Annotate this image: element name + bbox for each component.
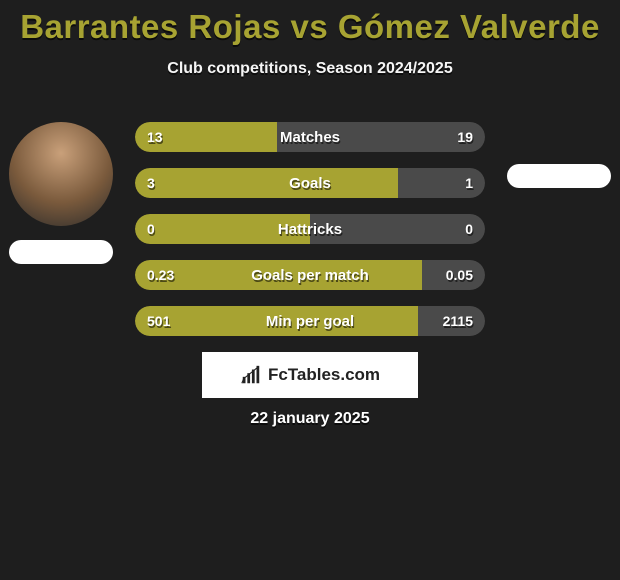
branding-text: FcTables.com: [268, 365, 380, 385]
stat-label: Goals: [135, 168, 485, 198]
date-text: 22 january 2025: [0, 410, 620, 428]
stat-row: 1319Matches: [135, 122, 485, 152]
stat-label: Matches: [135, 122, 485, 152]
stat-label: Hattricks: [135, 214, 485, 244]
stats-container: 1319Matches 31Goals 00Hattricks 0.230.05Goa…: [135, 122, 485, 352]
avatar: [9, 122, 113, 226]
subtitle: Club competitions, Season 2024/2025: [0, 60, 620, 78]
stat-label: Min per goal: [135, 306, 485, 336]
stat-row: 0.230.05Goals per match: [135, 260, 485, 290]
player-name-pill: [9, 240, 113, 264]
stat-row: 31Goals: [135, 168, 485, 198]
stat-row: 5012115Min per goal: [135, 306, 485, 336]
stat-row: 00Hattricks: [135, 214, 485, 244]
player-right-panel: [504, 122, 614, 188]
page-title: Barrantes Rojas vs Gómez Valverde: [0, 0, 620, 46]
stat-label: Goals per match: [135, 260, 485, 290]
bar-chart-icon: [240, 364, 262, 386]
player-left-panel: [6, 122, 116, 264]
player-name-pill: [507, 164, 611, 188]
branding-badge: FcTables.com: [202, 352, 418, 398]
